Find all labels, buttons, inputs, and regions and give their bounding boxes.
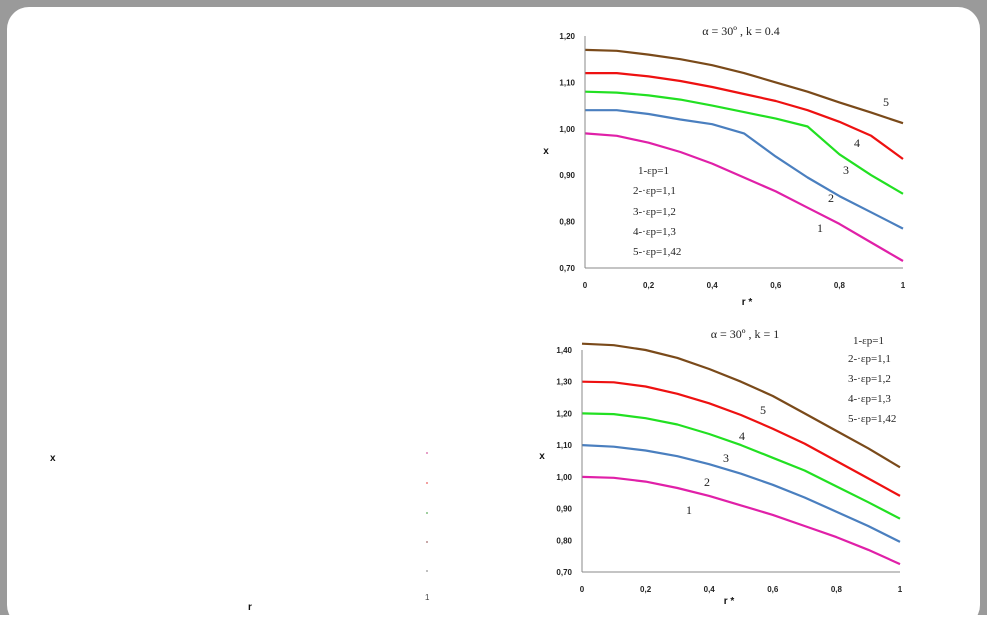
chart-bottom: α = 30º , k = 1 r * x 0,700,800,901,001,… [539,327,903,607]
chart-top-y-ticks: 0,70 0,80 0,90 1,00 1,10 1,20 [559,32,575,273]
stray-mark [426,570,428,572]
chart-bottom-y-ticks: 0,70 0,80 0,90 1,00 1,10 1,20 1,30 1,40 [556,346,572,577]
series-line-5 [581,342,901,469]
axes [581,350,900,573]
y-tick-label: 0,80 [556,536,572,545]
chart-top: α = 30º , k = 0.4 r * x 0,700,800,901,00… [543,24,906,308]
y-tick-label: 1,10 [556,441,572,450]
stray-x-axis-label: r [248,602,252,613]
legend-entry: 5-·εp=1,42 [633,246,681,258]
axes [584,36,903,269]
x-tick-label: 0,6 [770,281,782,290]
x-tick-label: 0,8 [834,281,846,290]
curve-label: 3 [723,451,729,465]
y-tick-label: 1,00 [559,125,575,134]
x-tick-label: 0,2 [640,585,652,594]
x-tick-label: 1 [901,281,906,290]
x-tick-label: 0,4 [707,281,719,290]
stray-left-fragments: x r 1 [50,452,430,613]
curve-label: 1 [686,503,692,517]
legend-entry: 2-·εp=1,1 [848,353,891,365]
series-line-5 [584,48,904,125]
y-tick-label: 1,30 [556,378,572,387]
curve-label: 1 [817,221,823,235]
curve-label: 3 [843,163,849,177]
y-tick-label: 1,20 [559,32,575,41]
chart-bottom-legend: 1-εp=1 2-·εp=1,1 3-·εp=1,2 4-·εp=1,3 5-·… [848,335,896,425]
chart-top-y-axis-label: x [543,146,549,157]
stray-mark [426,541,428,543]
chart-bottom-x-axis-label: r * [724,596,735,607]
chart-bottom-title: α = 30º , k = 1 [711,327,780,341]
curve-label: 5 [883,95,889,109]
y-tick-label: 1,10 [559,78,575,87]
series-line-1 [584,132,904,262]
x-tick-label: 0,6 [767,585,779,594]
chart-bottom-series [581,342,901,566]
y-tick-label: 1,00 [556,473,572,482]
x-tick-label: 0 [580,585,585,594]
legend-entry: 3-·εp=1,2 [633,206,676,218]
chart-top-x-ticks: 0 0,2 0,4 0,6 0,8 1 [583,281,906,290]
series-line-2 [581,444,901,543]
chart-bottom-curve-labels: 1 2 3 4 5 [686,403,766,517]
y-tick-label: 0,70 [559,264,575,273]
chart-bottom-x-ticks: 0 0,2 0,4 0,6 0,8 1 [580,585,903,594]
legend-entry: 4-·εp=1,3 [633,226,676,238]
curve-label: 4 [854,136,860,150]
curve-label: 4 [739,429,745,443]
stray-mark [426,482,428,484]
chart-bottom-y-axis-label: x [539,451,545,462]
chart-top-legend: 1-εp=1 2-·εp=1,1 3-·εp=1,2 4-·εp=1,3 5-·… [633,165,681,258]
series-line-4 [585,71,904,160]
chart-top-x-axis-label: r * [742,297,753,308]
stray-y-axis-label: x [50,453,56,464]
stray-mark [426,512,428,514]
content-panel [7,7,980,627]
curve-label: 5 [760,403,766,417]
y-tick-label: 0,70 [556,568,572,577]
chart-top-curve-labels: 1 2 3 4 5 [817,95,889,235]
curve-label: 2 [828,191,834,205]
stray-tick-label: 1 [425,593,430,602]
series-line-4 [581,380,901,497]
series-line-3 [584,90,904,195]
x-tick-label: 0,8 [831,585,843,594]
chart-top-series [584,48,904,262]
y-tick-label: 0,90 [559,171,575,180]
chart-top-title: α = 30º , k = 0.4 [702,24,780,38]
legend-entry: 4-·εp=1,3 [848,393,891,405]
y-tick-label: 0,80 [559,218,575,227]
x-tick-label: 0 [583,281,588,290]
series-line-2 [585,109,904,230]
y-tick-label: 1,20 [556,409,572,418]
x-tick-label: 1 [898,585,903,594]
y-tick-label: 1,40 [556,346,572,355]
legend-entry: 5-·εp=1,42 [848,413,896,425]
legend-entry: 1-εp=1 [638,165,669,177]
legend-entry: 1-εp=1 [853,335,884,347]
stray-mark [426,452,428,454]
legend-entry: 3-·εp=1,2 [848,373,891,385]
series-line-3 [581,412,901,520]
series-line-1 [581,475,901,566]
legend-entry: 2-·εp=1,1 [633,185,676,197]
x-tick-label: 0,2 [643,281,655,290]
x-tick-label: 0,4 [704,585,716,594]
curve-label: 2 [704,475,710,489]
y-tick-label: 0,90 [556,505,572,514]
